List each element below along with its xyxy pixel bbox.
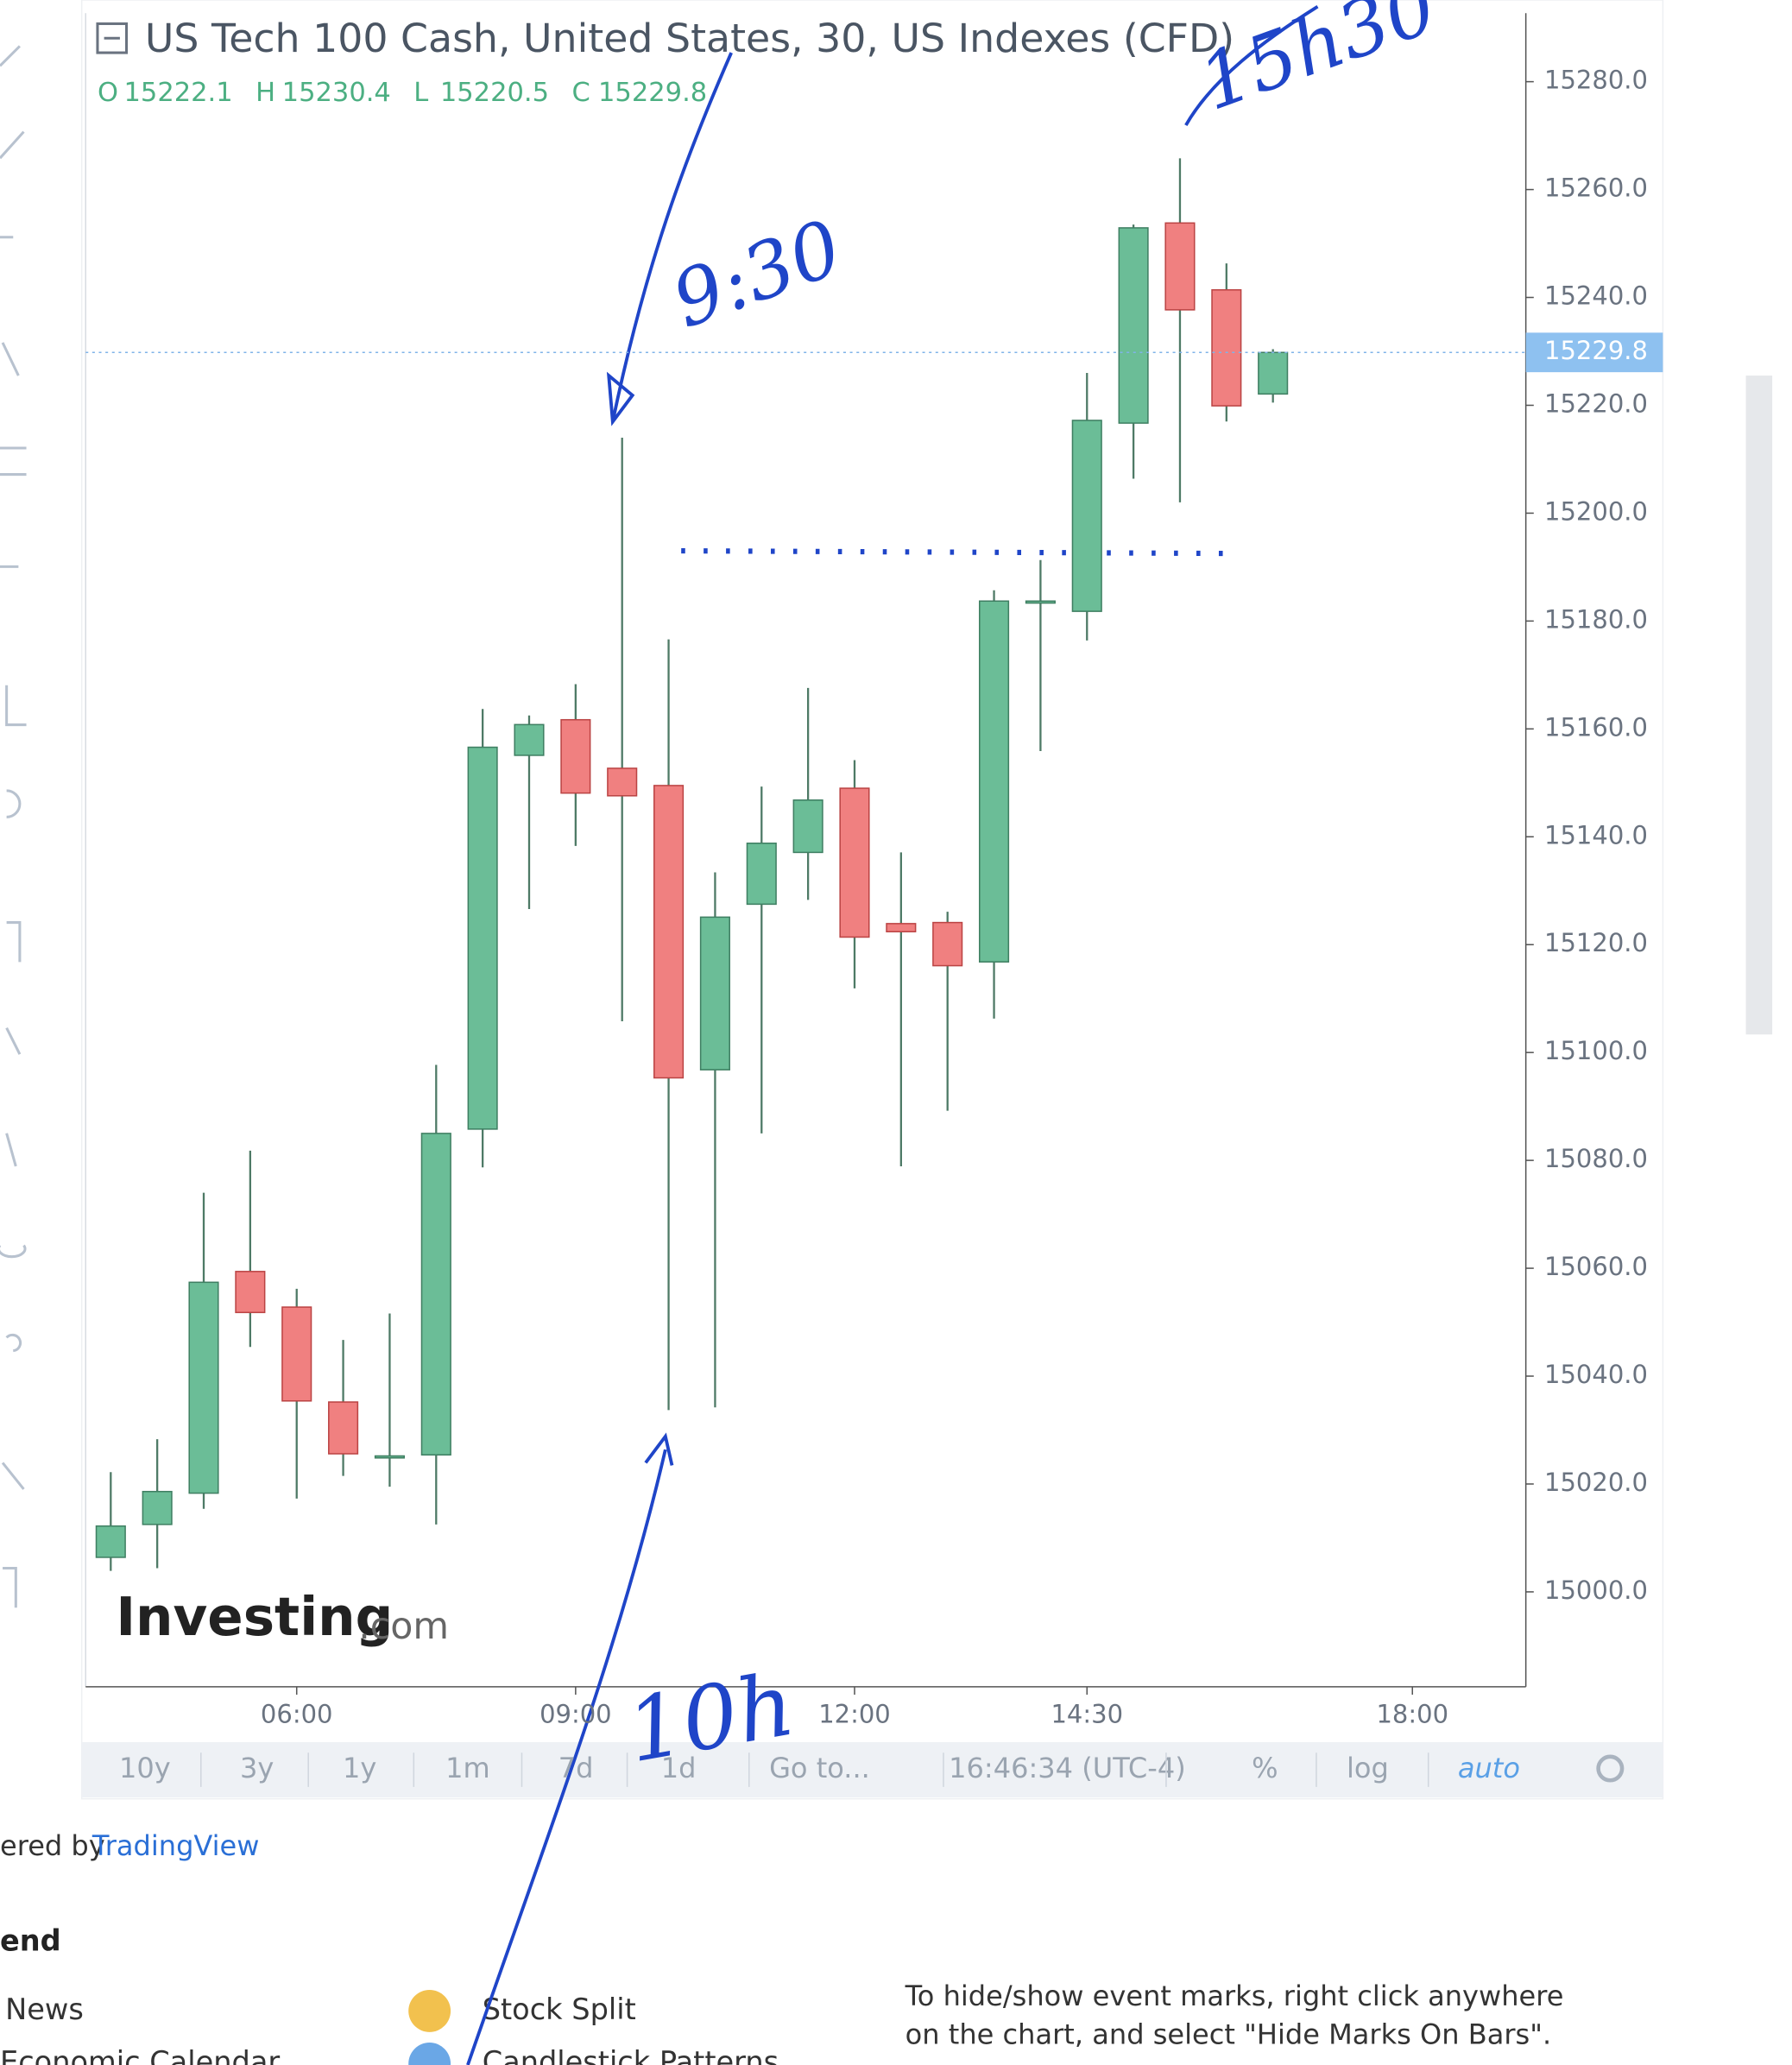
legend-item: News [5, 1992, 84, 2026]
legend-title: end [0, 1924, 61, 1958]
candle-body [560, 718, 591, 794]
y-tick-label: 15120.0 [1544, 928, 1648, 957]
toolbar-button[interactable]: auto [1458, 1752, 1520, 1784]
toolbar-bar [81, 1742, 1663, 1798]
x-tick-label: 14:30 [1051, 1699, 1123, 1728]
y-tick-label: 15220.0 [1544, 388, 1648, 418]
candle-body [420, 1133, 451, 1456]
collapse-icon[interactable] [96, 22, 129, 54]
candle-body [374, 1455, 405, 1459]
chart-panel [80, 0, 1664, 1800]
legend-icon [408, 2043, 451, 2065]
toolbar-button[interactable]: 10y [119, 1752, 171, 1784]
toolbar-button[interactable]: 3y [240, 1752, 274, 1784]
y-tick-label: 15100.0 [1544, 1036, 1648, 1065]
y-tick-label: 15200.0 [1544, 496, 1648, 526]
candle-body [839, 787, 870, 938]
candle-body [607, 767, 638, 797]
watermark-brand: Investing [116, 1587, 393, 1648]
candle-body [1118, 227, 1149, 424]
candle-body [188, 1281, 219, 1494]
watermark: Investing .com [116, 1587, 449, 1648]
ohlc-letter: C [571, 78, 590, 108]
y-tick-label: 15000.0 [1544, 1576, 1648, 1605]
candle-body [142, 1490, 173, 1525]
y-tick-label: 15040.0 [1544, 1360, 1648, 1389]
candle-body [653, 785, 685, 1079]
hand-dotted-line [681, 548, 1233, 557]
candle-body [746, 843, 777, 906]
ohlc-value: 15220.5 [440, 78, 549, 108]
candle-body [514, 723, 545, 756]
last-price-label: 15229.8 [1544, 336, 1648, 365]
y-tick-label: 15140.0 [1544, 820, 1648, 849]
toolbar-button[interactable]: 1d [661, 1752, 697, 1784]
legend-note: on the chart, and select "Hide Marks On … [905, 2018, 1552, 2050]
ohlc-letter: O [98, 78, 118, 108]
ohlc-value: 15222.1 [123, 78, 232, 108]
toolbar-button[interactable]: Go to... [769, 1752, 870, 1784]
legend-item: Stock Split [483, 1992, 636, 2026]
hand-arrow [1184, 5, 1319, 126]
watermark-suffix: .com [358, 1605, 449, 1648]
ohlc-letter: L [413, 78, 428, 108]
candle-body [792, 799, 823, 854]
ohlc-value: 15229.8 [598, 78, 707, 108]
legend-item: Economic Calendar [0, 2045, 280, 2065]
toolbar-button[interactable]: 1y [343, 1752, 376, 1784]
candle-body [95, 1525, 126, 1558]
hand-drawing [466, 5, 1319, 2065]
credit-link[interactable]: TradingView [91, 1829, 260, 1862]
candle-body [1164, 222, 1196, 311]
y-tick-label: 15260.0 [1544, 174, 1648, 203]
credit-prefix: ered by [0, 1829, 105, 1862]
toolbar-button[interactable]: log [1347, 1752, 1389, 1784]
candle-body [467, 746, 498, 1130]
candle-body [235, 1271, 266, 1314]
candle-body [1211, 289, 1242, 407]
x-tick-label: 09:00 [539, 1699, 612, 1728]
candles [95, 158, 1289, 1571]
toolbar-icons [0, 45, 27, 1608]
last-price-box [1525, 332, 1663, 373]
y-tick-label: 15060.0 [1544, 1252, 1648, 1281]
candle-body [978, 600, 1010, 963]
y-tick-label: 15080.0 [1544, 1144, 1648, 1173]
candle-body [699, 916, 730, 1070]
toolbar-button[interactable]: 1m [445, 1752, 490, 1784]
candle-body [1258, 351, 1289, 395]
toolbar-button[interactable]: % [1252, 1752, 1278, 1784]
settings-icon [1596, 1754, 1625, 1783]
y-tick-label: 15180.0 [1544, 604, 1648, 634]
chart-title: US Tech 100 Cash, United States, 30, US … [145, 15, 1234, 61]
y-tick-label: 15280.0 [1544, 66, 1648, 95]
toolbar-button[interactable]: 16:46:34 (UTC-4) [949, 1752, 1186, 1784]
candle-body [1025, 600, 1056, 604]
hand-arrow [466, 1432, 674, 2065]
legend-note: To hide/show event marks, right click an… [905, 1980, 1564, 2012]
legend-item: Candlestick Patterns [483, 2045, 779, 2065]
toolbar-button[interactable]: 7d [558, 1752, 594, 1784]
hand-arrowhead [606, 371, 635, 426]
legend-icon [408, 1989, 451, 2032]
y-tick-label: 15240.0 [1544, 281, 1648, 311]
x-tick-label: 12:00 [818, 1699, 891, 1728]
ohlc-letter: H [256, 78, 275, 108]
candle-body [886, 923, 917, 932]
candle-body [328, 1401, 359, 1455]
y-tick-label: 15020.0 [1544, 1468, 1648, 1497]
y-tick-label: 15160.0 [1544, 712, 1648, 742]
left-toolbar [0, 45, 27, 1608]
ohlc-value: 15230.4 [282, 78, 391, 108]
candle-body [1071, 420, 1102, 612]
candle-body [281, 1306, 312, 1402]
x-tick-label: 06:00 [261, 1699, 333, 1728]
x-tick-label: 18:00 [1376, 1699, 1448, 1728]
scrollbar [1745, 376, 1773, 1035]
candle-body [932, 921, 963, 967]
hand-arrow [610, 52, 733, 422]
